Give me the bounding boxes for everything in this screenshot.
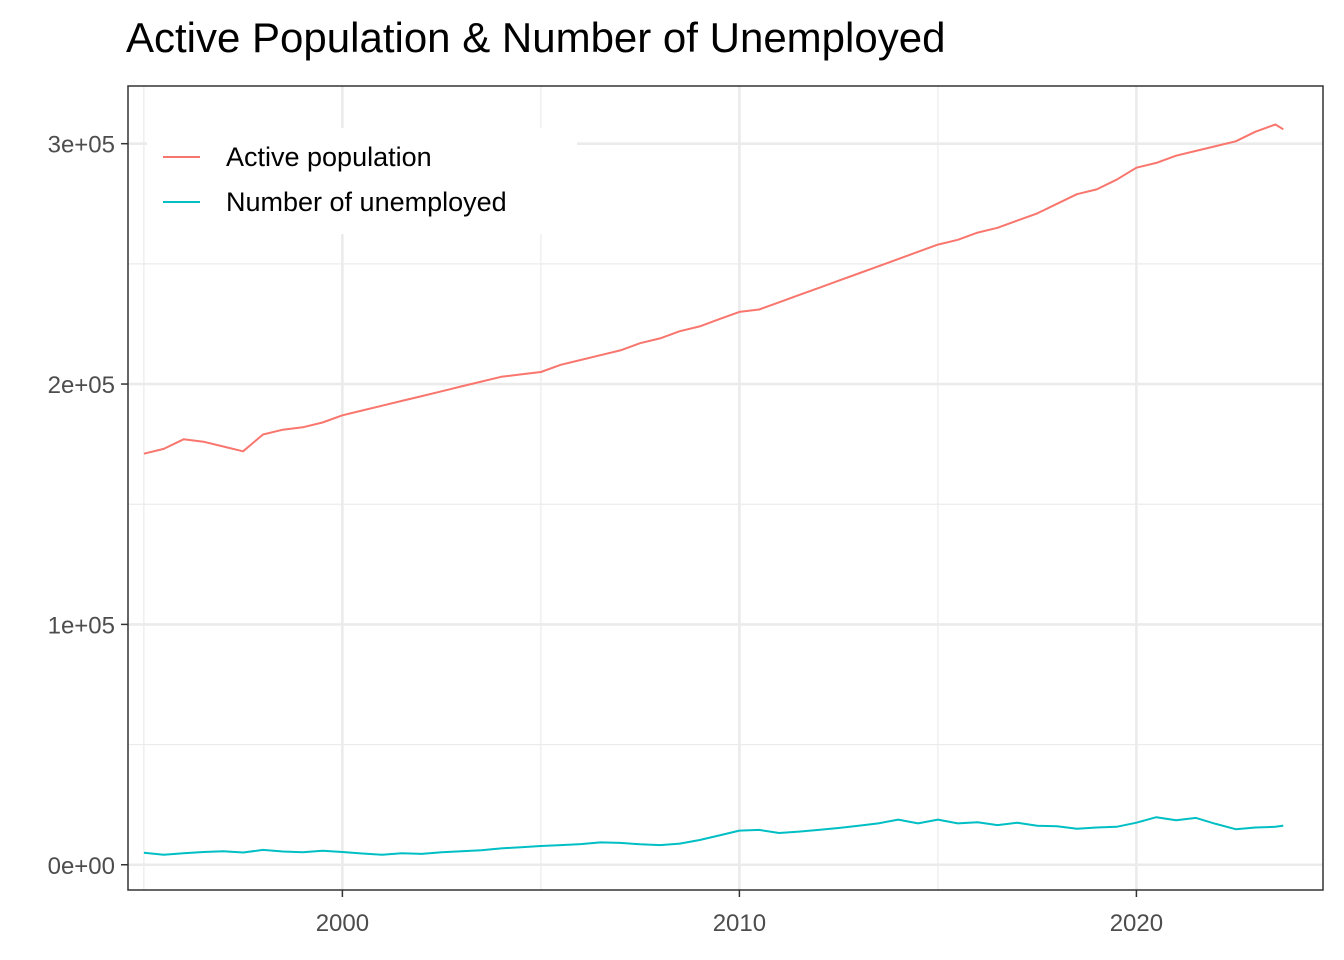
legend-label-1: Active population: [226, 142, 432, 172]
x-tick-label: 2010: [713, 910, 766, 937]
chart-title: Active Population & Number of Unemployed: [126, 14, 946, 61]
legend: Active population Number of unemployed: [147, 128, 577, 234]
y-tick-label: 0e+00: [48, 853, 115, 880]
y-tick-label: 3e+05: [48, 132, 115, 159]
axis-layer: 2000 2010 2020 0e+00 1e+05 2e+05 3e+05: [48, 132, 1164, 937]
legend-background: [147, 128, 577, 234]
y-tick-label: 2e+05: [48, 372, 115, 399]
series-line-1: [143, 123, 1284, 455]
grid-layer: [128, 86, 1323, 890]
series-line-2: [143, 816, 1284, 856]
x-tick-label: 2020: [1110, 910, 1163, 937]
x-tick-label: 2000: [316, 910, 369, 937]
y-tick-label: 1e+05: [48, 612, 115, 639]
panel-border: [127, 85, 1324, 891]
legend-label-2: Number of unemployed: [226, 187, 507, 217]
series-layer: [143, 123, 1284, 856]
